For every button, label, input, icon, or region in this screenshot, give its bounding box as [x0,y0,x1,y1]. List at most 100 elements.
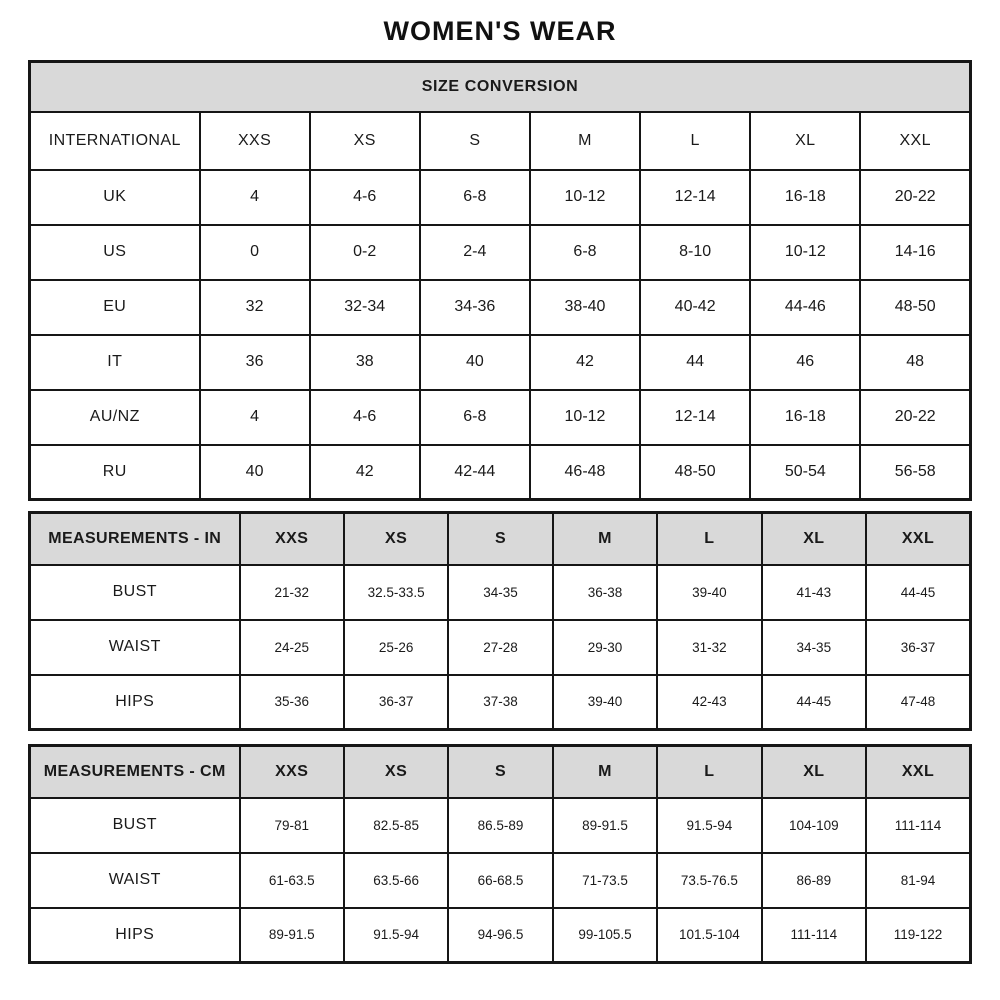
value-cell: 32.5-33.5 [342,563,450,621]
value-cell: 46 [749,333,862,391]
value-cell: 81-94 [865,851,972,909]
row-label-cell: WAIST [28,851,241,909]
value-cell: 44-45 [760,673,868,731]
size-column-header: XS [342,511,450,566]
size-column-header: M [551,511,659,566]
value-cell: 61-63.5 [238,851,345,909]
column-header-row: INTERNATIONAL XXS XS S M L XL XXL [28,110,972,171]
value-cell: 6-8 [418,168,531,226]
value-cell: 21-32 [238,563,345,621]
value-cell: 32-34 [308,278,421,336]
size-column-header: L [656,744,763,799]
value-cell: 20-22 [859,388,972,446]
value-cell: 0-2 [308,223,421,281]
row-label-cell: US [28,223,201,281]
value-cell: 86.5-89 [447,796,554,854]
row-label-cell: UK [28,168,201,226]
value-cell: 89-91.5 [238,906,345,964]
measurements-cm-table: MEASUREMENTS - CM XXS XS S M L XL XXL BUST 79-81 8… [28,744,972,964]
header-label-cell: INTERNATIONAL [28,110,201,171]
row-label-cell: BUST [28,796,241,854]
table-row: WAIST 61-63.5 63.5-66 66-68.5 71-73.5 73.5-76… [28,851,972,909]
table-row: BUST 79-81 82.5-85 86.5-89 89-91.5 91.5-94 104… [28,796,972,854]
value-cell: 56-58 [859,443,972,501]
row-label-cell: AU/NZ [28,388,201,446]
table-row: AU/NZ 4 4-6 6-8 10-12 12-14 16-18 20-22 [28,388,972,446]
size-column-header: XXS [238,511,345,566]
value-cell: 2-4 [418,223,531,281]
table-row: IT 36 38 40 42 44 46 48 [28,333,972,391]
value-cell: 71-73.5 [551,851,659,909]
value-cell: 12-14 [639,388,752,446]
size-column-header: XXL [865,511,972,566]
table-row: BUST 21-32 32.5-33.5 34-35 36-38 39-40 41-43 44… [28,563,972,621]
column-header-row: MEASUREMENTS - IN XXS XS S M L XL XXL [28,511,972,566]
value-cell: 40-42 [639,278,752,336]
value-cell: 42-43 [656,673,763,731]
header-label-cell: MEASUREMENTS - IN [28,511,241,566]
value-cell: 40 [418,333,531,391]
value-cell: 66-68.5 [447,851,554,909]
value-cell: 6-8 [418,388,531,446]
value-cell: 24-25 [238,618,345,676]
size-column-header: XS [342,744,450,799]
value-cell: 42-44 [418,443,531,501]
value-cell: 119-122 [865,906,972,964]
row-label-cell: HIPS [28,673,241,731]
size-column-header: L [639,110,752,171]
size-column-header: L [656,511,763,566]
value-cell: 36-37 [342,673,450,731]
value-cell: 86-89 [760,851,868,909]
value-cell: 34-35 [447,563,554,621]
size-column-header: XL [760,511,868,566]
value-cell: 4-6 [308,388,421,446]
value-cell: 79-81 [238,796,345,854]
value-cell: 99-105.5 [551,906,659,964]
value-cell: 44-45 [865,563,972,621]
value-cell: 111-114 [760,906,868,964]
value-cell: 12-14 [639,168,752,226]
value-cell: 42 [528,333,642,391]
size-column-header: XXL [859,110,972,171]
value-cell: 63.5-66 [342,851,450,909]
value-cell: 39-40 [656,563,763,621]
size-column-header: S [447,511,554,566]
value-cell: 27-28 [447,618,554,676]
size-conversion-table: SIZE CONVERSION INTERNATIONAL XXS XS S M L XL XX… [28,60,972,501]
table-banner-row: SIZE CONVERSION [28,60,972,113]
value-cell: 48-50 [859,278,972,336]
value-cell: 8-10 [639,223,752,281]
value-cell: 47-48 [865,673,972,731]
row-label-cell: IT [28,333,201,391]
value-cell: 48-50 [639,443,752,501]
row-label-cell: WAIST [28,618,241,676]
value-cell: 0 [198,223,311,281]
value-cell: 4-6 [308,168,421,226]
size-column-header: XL [749,110,862,171]
table-row: US 0 0-2 2-4 6-8 8-10 10-12 14-16 [28,223,972,281]
value-cell: 46-48 [528,443,642,501]
value-cell: 34-35 [760,618,868,676]
page-title: WOMEN'S WEAR [383,16,617,46]
size-column-header: S [447,744,554,799]
row-label-cell: EU [28,278,201,336]
row-label-cell: RU [28,443,201,501]
table-row: EU 32 32-34 34-36 38-40 40-42 44-46 48-50 [28,278,972,336]
value-cell: 38-40 [528,278,642,336]
value-cell: 91.5-94 [342,906,450,964]
value-cell: 39-40 [551,673,659,731]
value-cell: 31-32 [656,618,763,676]
value-cell: 50-54 [749,443,862,501]
value-cell: 36 [198,333,311,391]
value-cell: 16-18 [749,388,862,446]
row-label-cell: HIPS [28,906,241,964]
value-cell: 82.5-85 [342,796,450,854]
size-column-header: XXS [198,110,311,171]
value-cell: 34-36 [418,278,531,336]
value-cell: 111-114 [865,796,972,854]
value-cell: 29-30 [551,618,659,676]
row-label-cell: BUST [28,563,241,621]
table-row: RU 40 42 42-44 46-48 48-50 50-54 56-58 [28,443,972,501]
table-row: WAIST 24-25 25-26 27-28 29-30 31-32 34-35 36-37 [28,618,972,676]
value-cell: 91.5-94 [656,796,763,854]
